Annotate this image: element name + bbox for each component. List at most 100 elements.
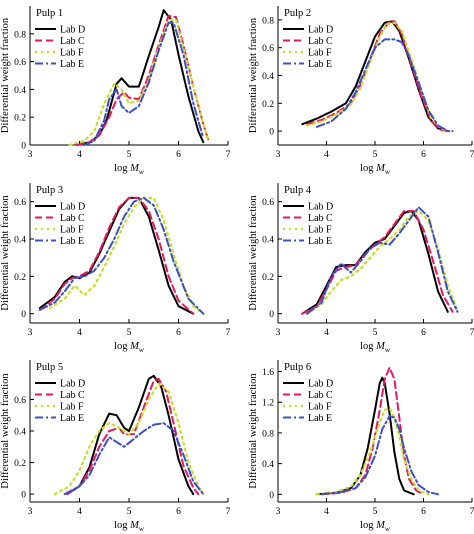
x-tick-label: 7 [226, 507, 231, 517]
x-axis-label: log Mw [114, 341, 144, 354]
legend-entry: Lab F [60, 225, 84, 236]
y-tick-label: 0.4 [262, 72, 274, 82]
legend-entry: Lab F [60, 402, 84, 413]
x-tick-label: 5 [373, 150, 378, 160]
x-tick-label: 6 [421, 328, 426, 338]
x-tick-label: 7 [470, 328, 474, 338]
x-tick-label: 4 [77, 150, 82, 160]
y-tick-label: 0.2 [262, 273, 274, 283]
x-tick-label: 3 [28, 507, 33, 517]
y-tick-label: 0.6 [262, 198, 274, 208]
y-axis-label: Differential weight fraction [0, 373, 11, 489]
y-tick-label: 0 [21, 310, 26, 320]
x-tick-label: 4 [324, 150, 329, 160]
y-tick-label: 0.6 [14, 58, 26, 68]
y-tick-label: 0 [21, 491, 26, 501]
legend-entry: Lab D [60, 25, 85, 36]
panel-label: Pulp 6 [284, 362, 311, 373]
series-line-lab-c [38, 196, 195, 315]
y-axis-label: Differential weight fraction [248, 195, 259, 311]
series-line-lab-f [68, 18, 210, 147]
series-line-lab-c [306, 20, 449, 133]
legend-entry: Lab D [308, 379, 333, 390]
y-tick-label: 0.6 [262, 44, 274, 54]
y-tick-label: 1.6 [262, 368, 274, 378]
y-tick-label: 0.2 [14, 459, 26, 469]
x-tick-label: 4 [324, 328, 329, 338]
y-tick-label: 0 [269, 491, 274, 501]
x-tick-label: 5 [127, 150, 132, 160]
series-line-lab-e [38, 196, 205, 315]
x-tick-label: 3 [28, 150, 33, 160]
y-tick-label: 0.2 [262, 100, 274, 110]
legend-entry: Lab F [60, 48, 84, 59]
legend-entry: Lab D [308, 202, 333, 213]
y-tick-label: 0 [269, 310, 274, 320]
y-tick-label: 0.4 [14, 236, 26, 246]
chart-panel-3: 3 4 5 6 7 0 0.2 0.4 0.6 log Mw Differential weight… [0, 183, 231, 354]
series-line-lab-d [38, 196, 195, 315]
series-line-lab-f [315, 407, 430, 496]
legend-entry: Lab F [308, 48, 332, 59]
legend-entry: Lab D [60, 379, 85, 390]
x-axis-label: log Mw [114, 520, 144, 533]
legend-entry: Lab D [60, 202, 85, 213]
x-axis-label: log Mw [114, 163, 144, 176]
legend-entry: Lab C [308, 213, 333, 224]
x-axis-label: log Mw [360, 520, 390, 533]
y-tick-label: 0.6 [14, 198, 26, 208]
y-tick-label: 1.2 [262, 399, 274, 409]
y-tick-label: 0 [269, 128, 274, 138]
series-line-lab-c [320, 366, 425, 496]
legend-entry: Lab E [60, 59, 84, 70]
panel-label: Pulp 3 [36, 185, 63, 196]
legend-entry: Lab C [308, 390, 333, 401]
y-axis-label: Differential weight fraction [248, 17, 259, 133]
x-tick-label: 7 [470, 507, 474, 517]
y-tick-label: 0.4 [14, 428, 26, 438]
series-line-lab-c [76, 14, 210, 146]
y-tick-label: 0.2 [14, 273, 26, 283]
x-tick-label: 5 [373, 328, 378, 338]
x-tick-label: 6 [176, 328, 181, 338]
legend-entry: Lab F [308, 225, 332, 236]
legend-entry: Lab C [60, 390, 85, 401]
legend-entry: Lab D [308, 25, 333, 36]
y-axis-label: Differential weight fraction [0, 17, 11, 133]
legend-entry: Lab C [60, 213, 85, 224]
series-line-lab-f [48, 196, 205, 315]
x-tick-label: 7 [226, 328, 231, 338]
series-line-lab-e [83, 21, 205, 146]
x-tick-label: 5 [373, 507, 378, 517]
series-line-lab-d [66, 374, 195, 496]
y-tick-label: 0.4 [14, 86, 26, 96]
chart-panel-4: 3 4 5 6 7 0 0.2 0.4 0.6 log Mw Differential weight… [248, 183, 474, 354]
panel-label: Pulp 4 [284, 185, 312, 196]
legend-entry: Lab E [60, 236, 84, 247]
x-axis-label: log Mw [360, 163, 390, 176]
legend-entry: Lab C [60, 36, 85, 47]
legend-entry: Lab E [60, 413, 84, 424]
chart-panel-2: 3 4 5 6 7 0 0.2 0.4 0.6 0.8 log Mw Differential wei… [248, 6, 474, 176]
series-line-lab-e [315, 38, 454, 133]
y-axis-label: Differential weight fraction [0, 195, 11, 311]
x-tick-label: 5 [127, 328, 132, 338]
x-tick-label: 3 [276, 328, 281, 338]
y-tick-label: 0.4 [262, 460, 274, 470]
x-tick-label: 7 [226, 150, 231, 160]
y-axis-label: Differential weight fraction [248, 373, 259, 489]
chart-panel-1: 3 4 5 6 7 0 0.2 0.4 0.6 0.8 log Mw Differential wei… [0, 6, 231, 176]
x-tick-label: 6 [421, 150, 426, 160]
x-tick-label: 6 [421, 507, 426, 517]
legend-entry: Lab E [308, 59, 332, 70]
y-tick-label: 0 [21, 142, 26, 152]
y-tick-label: 0.2 [14, 114, 26, 124]
x-tick-label: 7 [470, 150, 474, 160]
legend-entry: Lab F [308, 402, 332, 413]
x-tick-label: 5 [127, 507, 132, 517]
legend-entry: Lab E [308, 236, 332, 247]
panel-label: Pulp 2 [284, 8, 311, 19]
y-tick-label: 0.8 [262, 16, 274, 26]
series-line-lab-e [63, 422, 205, 496]
